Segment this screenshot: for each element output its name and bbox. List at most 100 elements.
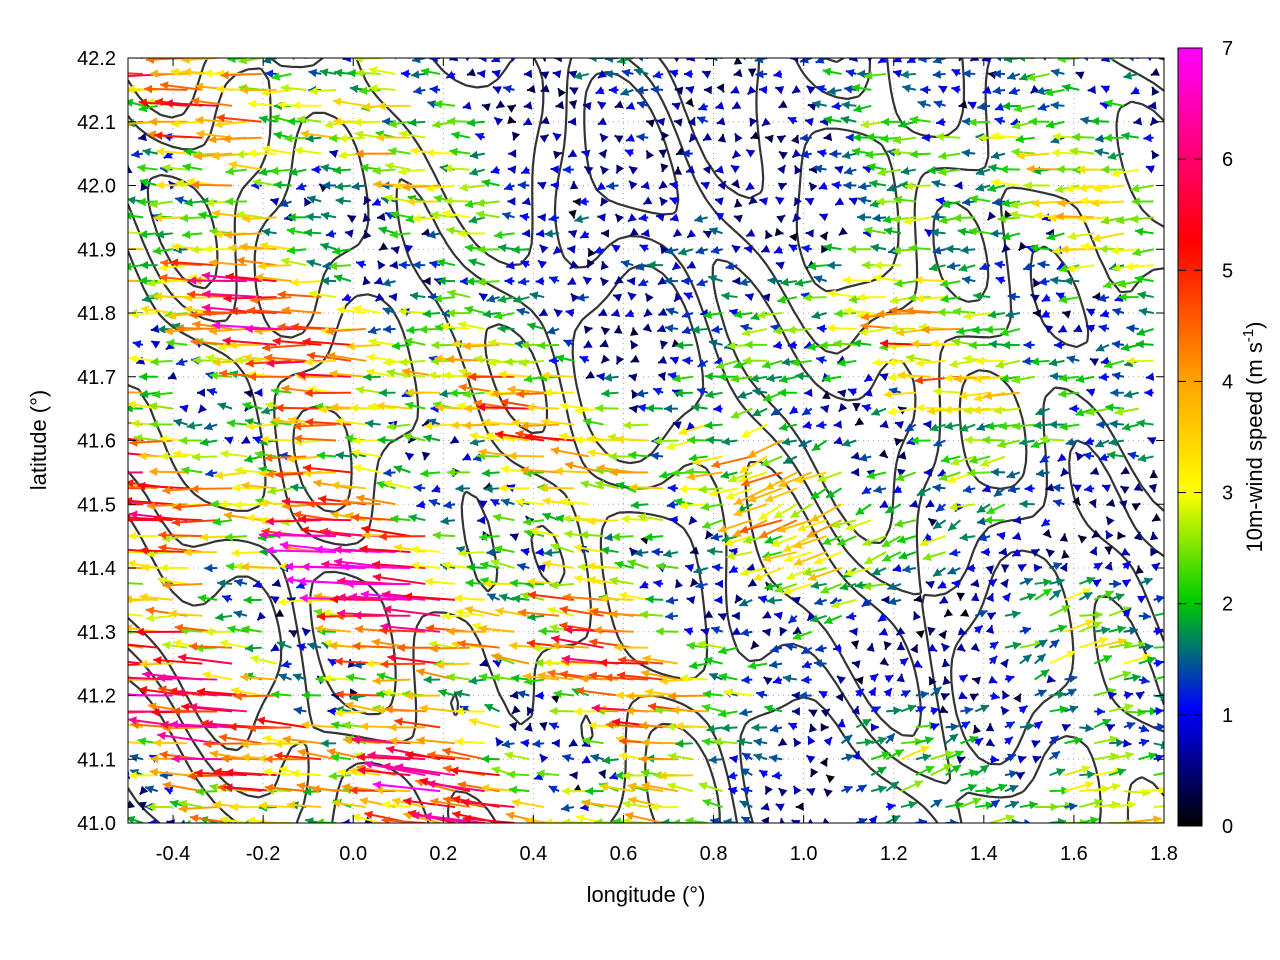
wind-arrow xyxy=(989,814,1015,823)
wind-arrow xyxy=(520,738,530,748)
wind-arrow-head xyxy=(198,404,207,413)
wind-arrow-head xyxy=(877,767,887,775)
wind-arrow xyxy=(752,407,768,417)
wind-arrow-head xyxy=(979,765,989,774)
wind-arrow xyxy=(542,559,575,569)
wind-arrow-head xyxy=(106,725,115,734)
wind-arrow-head xyxy=(353,464,362,473)
wind-arrow xyxy=(114,819,128,828)
wind-arrow-head xyxy=(118,482,126,491)
wind-arrow xyxy=(511,705,521,715)
wind-arrow-head xyxy=(1124,703,1134,712)
wind-arrow xyxy=(841,438,857,447)
wind-arrow-head xyxy=(264,754,273,764)
wind-arrow xyxy=(432,531,456,540)
wind-arrow-head xyxy=(835,692,844,702)
wind-arrow-head xyxy=(455,484,464,493)
wind-arrow-head xyxy=(728,786,737,795)
wind-arrow-head xyxy=(179,404,189,413)
wind-arrow xyxy=(1151,513,1162,522)
wind-arrow-head xyxy=(106,677,114,686)
wind-arrow xyxy=(630,500,649,510)
wind-arrow xyxy=(363,760,426,777)
wind-arrow-head xyxy=(698,781,708,791)
wind-arrow-head xyxy=(1043,578,1052,587)
wind-arrow xyxy=(316,451,337,460)
wind-arrow-head xyxy=(504,751,514,760)
wind-arrow xyxy=(811,439,828,452)
wind-arrow xyxy=(410,545,441,554)
wind-arrow xyxy=(1148,483,1157,493)
wind-arrow xyxy=(866,643,875,652)
wind-arrow xyxy=(173,418,188,427)
wind-arrow-head xyxy=(562,753,572,763)
wind-arrow xyxy=(1019,626,1032,635)
wind-arrow-head xyxy=(168,371,177,380)
wind-arrow-head xyxy=(450,420,459,430)
wind-arrow-head xyxy=(1049,372,1059,381)
wind-arrow-head xyxy=(884,675,894,683)
wind-arrow xyxy=(139,372,158,381)
wind-arrow-head xyxy=(371,638,381,647)
wind-arrow-head xyxy=(1002,690,1010,700)
wind-arrow xyxy=(128,536,129,538)
wind-arrow xyxy=(758,769,769,779)
wind-arrow-head xyxy=(234,578,243,587)
wind-arrow-head xyxy=(666,441,675,451)
wind-arrow-head xyxy=(1102,484,1111,493)
wind-arrow-head xyxy=(1127,800,1136,810)
wind-arrow-head xyxy=(1031,740,1041,749)
wind-arrow xyxy=(1002,592,1012,602)
wind-arrow xyxy=(128,598,129,600)
wind-arrow xyxy=(879,420,889,429)
wind-arrow xyxy=(855,784,868,793)
wind-arrow-head xyxy=(240,673,249,682)
wind-arrow-head xyxy=(241,625,250,634)
wind-arrow-head xyxy=(913,659,923,668)
wind-arrow xyxy=(492,659,502,668)
wind-arrow xyxy=(479,532,500,542)
wind-arrow-shaft xyxy=(356,755,411,761)
wind-arrow xyxy=(185,819,203,823)
wind-arrow xyxy=(669,515,679,525)
wind-arrow xyxy=(199,437,218,447)
wind-arrow-head xyxy=(1153,815,1162,823)
wind-arrow-head xyxy=(226,562,235,571)
wind-arrow-head xyxy=(851,467,860,477)
wind-arrow-head xyxy=(621,771,630,781)
wind-arrow-head xyxy=(762,628,772,637)
wind-arrow xyxy=(731,627,741,636)
wind-arrow xyxy=(627,782,664,793)
wind-arrow-head xyxy=(139,372,148,381)
wind-arrow xyxy=(258,801,292,810)
wind-arrow-head xyxy=(1012,421,1021,431)
wind-arrow-head xyxy=(158,530,167,540)
wind-arrow xyxy=(856,738,874,747)
wind-arrow xyxy=(894,421,904,430)
wind-arrow-head xyxy=(843,785,853,794)
wind-arrow xyxy=(394,763,456,777)
wind-arrow-head xyxy=(770,724,779,733)
wind-arrow-shaft xyxy=(128,679,129,681)
wind-arrow-head xyxy=(651,547,660,557)
wind-arrow-head xyxy=(98,484,106,493)
wind-arrow xyxy=(639,580,649,589)
wind-arrow xyxy=(1034,588,1053,601)
wind-arrow-head xyxy=(807,736,816,746)
wind-arrow xyxy=(858,453,872,462)
wind-arrow-head xyxy=(615,771,624,780)
wind-arrow-head xyxy=(963,485,972,494)
wind-arrow xyxy=(615,435,649,444)
wind-arrow xyxy=(777,388,797,397)
wind-arrow xyxy=(378,532,426,541)
wind-arrow xyxy=(1093,782,1121,793)
wind-arrow xyxy=(940,692,950,701)
wind-arrow xyxy=(1153,820,1164,823)
wind-arrow-head xyxy=(180,819,186,823)
wind-arrow-head xyxy=(416,500,426,509)
wind-arrow xyxy=(779,818,786,823)
wind-arrow xyxy=(215,612,233,622)
wind-arrow xyxy=(150,357,173,366)
wind-arrow xyxy=(1127,451,1140,460)
wind-arrow xyxy=(1153,594,1164,604)
